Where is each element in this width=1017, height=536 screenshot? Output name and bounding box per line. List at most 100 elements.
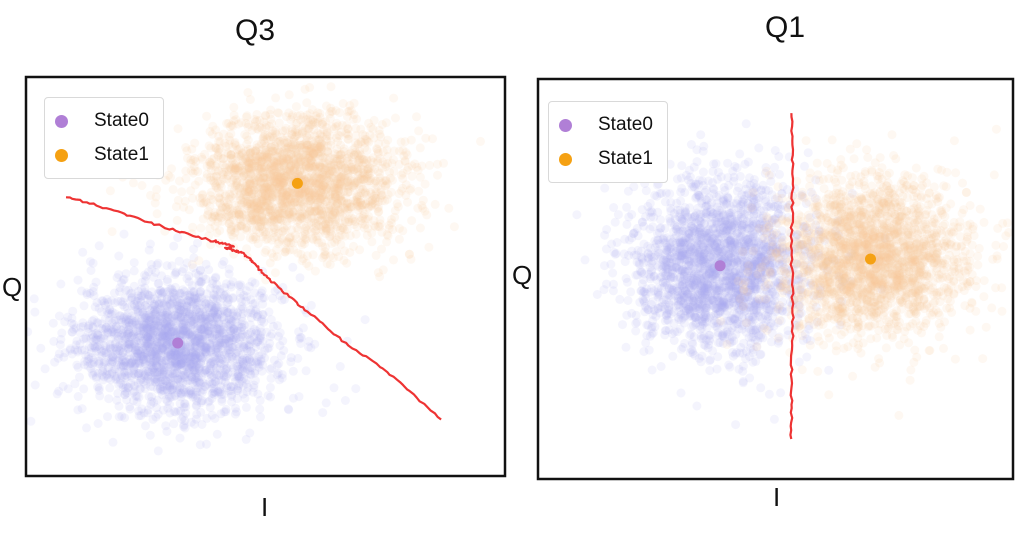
data-point: [73, 275, 83, 285]
data-point: [284, 165, 294, 175]
data-point: [250, 366, 260, 376]
data-point: [310, 339, 320, 349]
data-point: [97, 334, 107, 344]
chart-title: Q3: [234, 14, 276, 47]
data-point: [181, 348, 190, 358]
data-point: [165, 314, 175, 323]
data-point: [125, 337, 135, 347]
data-point: [244, 281, 254, 291]
data-point: [207, 333, 217, 342]
data-point: [274, 331, 283, 341]
data-point: [316, 144, 326, 153]
data-point: [118, 347, 128, 357]
data-point: [166, 378, 176, 388]
data-point: [325, 201, 335, 211]
data-point: [269, 321, 278, 331]
data-point: [96, 334, 106, 343]
data-point: [256, 333, 266, 343]
data-point: [157, 358, 167, 368]
data-point: [52, 389, 62, 399]
data-point: [110, 309, 120, 319]
data-point: [189, 287, 199, 297]
data-point: [194, 307, 204, 317]
data-point: [153, 279, 163, 289]
data-point: [226, 331, 236, 341]
data-point: [153, 384, 162, 394]
data-point: [138, 336, 148, 346]
data-point: [160, 356, 170, 365]
data-point: [110, 343, 120, 353]
data-point: [129, 329, 139, 339]
data-point: [215, 296, 225, 306]
data-point: [88, 258, 98, 268]
data-point: [185, 342, 195, 352]
data-point: [167, 313, 177, 323]
data-point: [144, 318, 154, 328]
data-point: [133, 304, 142, 314]
data-point: [321, 398, 331, 408]
data-point: [224, 332, 234, 341]
data-point: [143, 405, 153, 415]
data-point: [303, 342, 313, 352]
data-point: [239, 374, 249, 383]
data-point: [155, 289, 164, 298]
data-point: [208, 295, 218, 305]
data-point: [239, 342, 249, 351]
data-point: [220, 339, 230, 349]
data-point: [165, 373, 175, 383]
data-point: [158, 331, 168, 341]
data-point: [215, 143, 225, 153]
data-point: [141, 379, 151, 389]
data-point: [167, 385, 177, 394]
data-point: [138, 355, 148, 365]
data-point: [142, 323, 151, 333]
data-point: [246, 313, 256, 323]
data-point: [182, 353, 192, 363]
data-point: [184, 351, 194, 361]
data-point: [321, 189, 331, 199]
data-point: [121, 316, 131, 326]
data-point: [219, 304, 228, 314]
data-point: [72, 360, 82, 370]
data-point: [190, 353, 200, 362]
data-point: [152, 368, 162, 378]
data-point: [155, 304, 165, 314]
data-point: [91, 373, 101, 383]
data-point: [232, 407, 241, 417]
data-point: [219, 329, 229, 339]
data-point: [170, 366, 180, 376]
data-point: [188, 320, 198, 329]
data-point: [169, 324, 178, 334]
data-point: [245, 353, 255, 363]
data-point: [176, 357, 186, 367]
data-point: [247, 277, 257, 287]
data-point: [177, 383, 187, 393]
data-point: [253, 337, 263, 347]
data-point: [210, 352, 220, 362]
data-point: [148, 330, 158, 340]
data-point: [101, 322, 111, 332]
legend-marker-icon: [55, 148, 68, 162]
data-point: [178, 316, 188, 325]
data-point: [151, 361, 161, 371]
data-point: [124, 318, 134, 328]
data-point: [304, 336, 314, 346]
data-point: [191, 384, 201, 394]
data-point: [111, 364, 121, 374]
data-point: [122, 303, 132, 313]
data-point: [228, 309, 238, 318]
data-point: [195, 265, 205, 275]
data-point: [63, 384, 73, 394]
data-point: [270, 268, 280, 278]
data-point: [85, 257, 95, 267]
data-point: [107, 359, 117, 369]
data-point: [337, 196, 347, 206]
data-point: [191, 350, 201, 360]
data-point: [189, 244, 199, 254]
data-point: [197, 276, 207, 286]
data-point: [136, 384, 146, 394]
data-point: [131, 345, 140, 355]
data-point: [206, 370, 216, 380]
data-point: [238, 332, 248, 342]
data-point: [145, 332, 155, 342]
